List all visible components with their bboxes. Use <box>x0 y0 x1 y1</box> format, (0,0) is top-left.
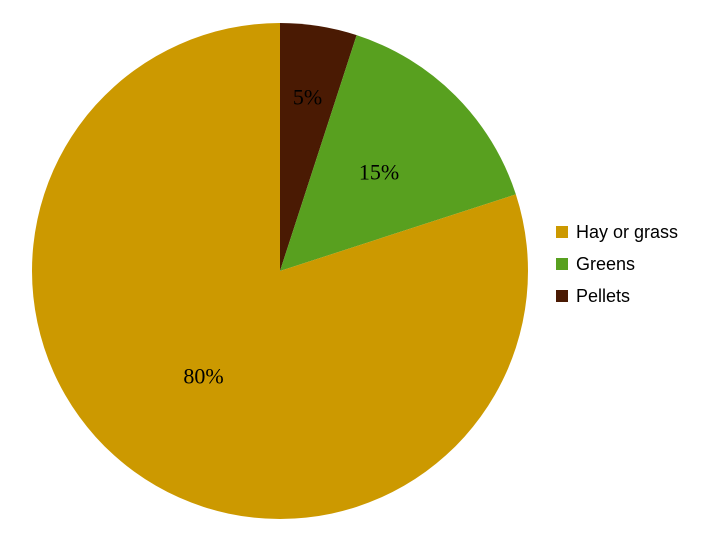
slice-labels: 5% 15% 80% <box>183 85 399 389</box>
pie-slice-pellets <box>280 23 357 271</box>
legend-swatch-pellets <box>556 290 568 302</box>
legend-label-greens: Greens <box>576 254 635 274</box>
slice-label-pellets: 5% <box>293 85 322 110</box>
slice-label-hay-or-grass: 80% <box>183 364 223 389</box>
legend-label-hay-or-grass: Hay or grass <box>576 222 678 242</box>
pie-slice-hay-or-grass <box>31 23 528 519</box>
legend-label-pellets: Pellets <box>576 286 630 306</box>
legend-swatch-greens <box>556 258 568 270</box>
pie-slices <box>31 23 528 519</box>
pie-slice-greens <box>280 35 516 271</box>
legend: Hay or grass Greens Pellets <box>556 222 678 306</box>
slice-label-greens: 15% <box>359 160 399 185</box>
legend-swatch-hay-or-grass <box>556 226 568 238</box>
